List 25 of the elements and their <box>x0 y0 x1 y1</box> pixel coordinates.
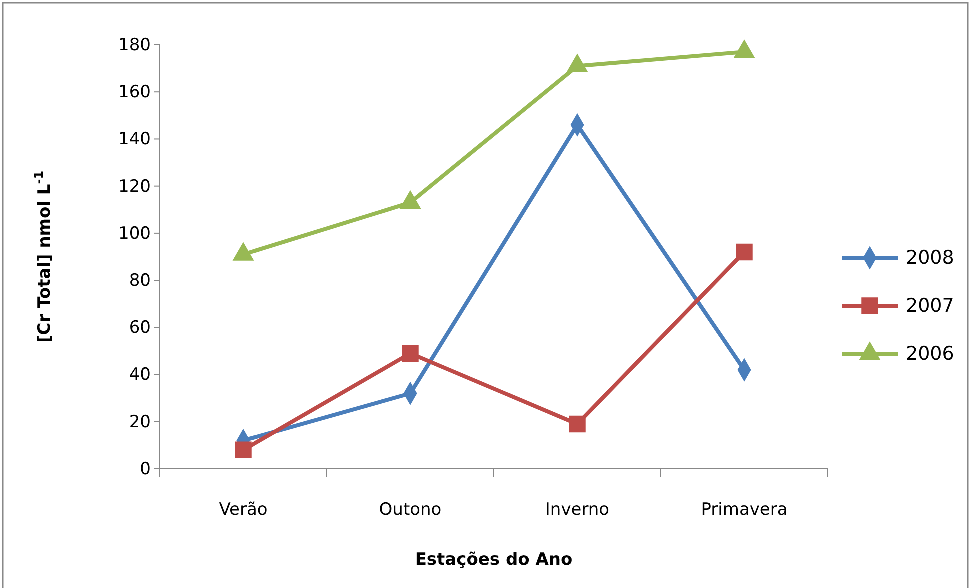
x-tick-label: Verão <box>219 500 268 520</box>
y-tick-label: 180 <box>118 35 151 56</box>
y-tick-label: 120 <box>118 176 151 197</box>
y-tick-label: 140 <box>118 130 151 150</box>
y-tick-label: 160 <box>118 82 151 103</box>
y-tick-label: 100 <box>118 224 151 244</box>
legend-label: 2006 <box>906 343 954 365</box>
point <box>734 40 756 58</box>
point <box>569 416 586 433</box>
y-tick-label: 60 <box>129 318 151 338</box>
y-tick-label: 80 <box>129 270 151 291</box>
x-tick-label: Primavera <box>701 500 788 520</box>
point <box>400 190 422 210</box>
y-tick-label: 0 <box>140 459 151 480</box>
x-tick-label: Inverno <box>545 500 610 520</box>
x-tick-label: Outono <box>379 500 442 520</box>
legend-label: 2008 <box>906 247 954 269</box>
y-tick-label: 40 <box>129 365 151 386</box>
point <box>402 345 419 362</box>
point <box>235 442 252 459</box>
y-tick-label: 20 <box>129 412 151 432</box>
point <box>566 54 588 72</box>
point <box>736 244 753 261</box>
legend-label: 2007 <box>906 295 954 317</box>
x-axis-title: Estações do Ano <box>415 550 573 570</box>
